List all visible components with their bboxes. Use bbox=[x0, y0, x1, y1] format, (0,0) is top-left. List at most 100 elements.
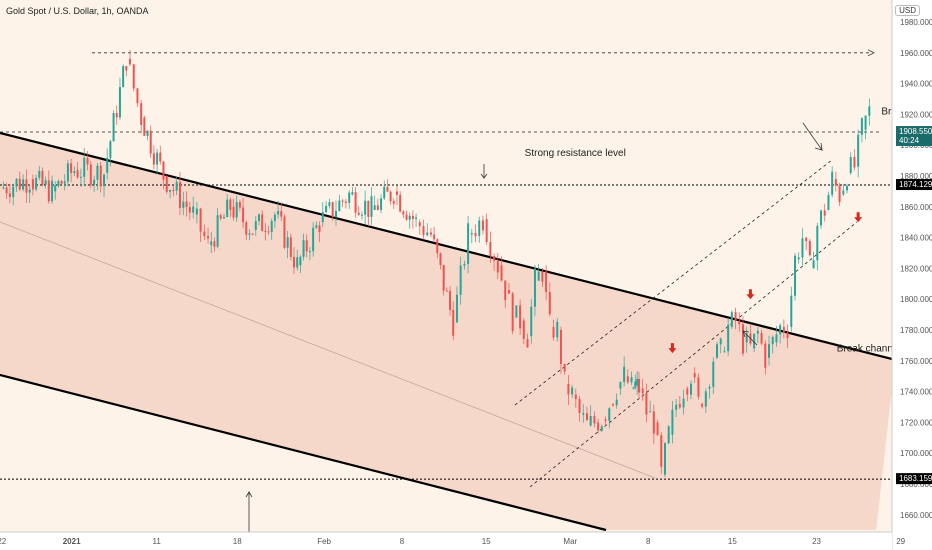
x-tick-label: 22 bbox=[0, 537, 7, 546]
rising-channel-top bbox=[514, 159, 833, 406]
candle-body bbox=[522, 320, 525, 340]
x-tick-label: Mar bbox=[563, 537, 577, 546]
candle-body bbox=[452, 309, 455, 336]
candle-body bbox=[386, 186, 389, 192]
candle-body bbox=[315, 225, 318, 228]
candle-body bbox=[89, 164, 92, 185]
candle-body bbox=[693, 373, 696, 378]
candle-body bbox=[229, 199, 232, 210]
candle-body bbox=[261, 214, 264, 231]
candle-body bbox=[805, 237, 808, 242]
candle-body bbox=[254, 221, 257, 230]
candle-body bbox=[574, 394, 577, 400]
candle-body bbox=[426, 232, 429, 236]
y-tick-label: 1980.000 bbox=[900, 18, 932, 27]
candle-body bbox=[730, 312, 733, 327]
candle-body bbox=[697, 377, 700, 397]
candle-body bbox=[786, 332, 789, 339]
candle-body bbox=[493, 255, 496, 261]
candle-body bbox=[370, 196, 373, 217]
candle-body bbox=[459, 265, 462, 295]
candle-body bbox=[519, 305, 522, 329]
candle-body bbox=[73, 171, 76, 174]
candle-body bbox=[760, 333, 763, 344]
y-tick-label: 1800.000 bbox=[900, 295, 932, 304]
candle-body bbox=[764, 343, 767, 368]
y-tick-label: 1860.000 bbox=[900, 203, 932, 212]
candle-body bbox=[235, 202, 238, 218]
currency-badge[interactable]: USD bbox=[895, 5, 920, 16]
x-tick-label: 2021 bbox=[63, 537, 81, 546]
candle-body bbox=[571, 387, 574, 395]
candle-body bbox=[308, 251, 311, 253]
candle-body bbox=[57, 181, 60, 186]
candle-body bbox=[222, 217, 225, 219]
candle-body bbox=[175, 181, 178, 191]
candle-body bbox=[600, 426, 603, 431]
candle-body bbox=[312, 227, 315, 252]
candle-body bbox=[734, 312, 737, 321]
candle-body bbox=[321, 212, 324, 223]
candle-body bbox=[515, 305, 518, 318]
candle-body bbox=[723, 351, 726, 353]
price-badge-countdown: 40:24 bbox=[899, 136, 920, 145]
candle-body bbox=[868, 106, 871, 116]
candle-body bbox=[704, 391, 707, 407]
candle-body bbox=[125, 66, 128, 71]
candle-body bbox=[54, 185, 57, 192]
candle-body bbox=[267, 231, 270, 233]
resistance-annotation: Strong resistance level bbox=[525, 148, 626, 159]
candle-body bbox=[442, 265, 445, 291]
candle-body bbox=[188, 207, 191, 213]
y-tick-label: 1820.000 bbox=[900, 264, 932, 273]
x-tick-label: 15 bbox=[482, 537, 491, 546]
candle-body bbox=[328, 202, 331, 206]
candle-body bbox=[325, 205, 328, 213]
candle-body bbox=[185, 201, 188, 208]
candle-body bbox=[634, 381, 637, 388]
annotation-pointer bbox=[480, 164, 488, 180]
channel-fill-mask bbox=[876, 388, 892, 532]
candle-body bbox=[129, 58, 132, 65]
candle-body bbox=[615, 399, 618, 406]
y-tick-label: 1960.000 bbox=[900, 49, 932, 58]
candle-body bbox=[526, 339, 529, 348]
candle-body bbox=[83, 157, 86, 177]
candle-body bbox=[585, 413, 588, 421]
candle-body bbox=[593, 415, 596, 424]
candle-body bbox=[47, 180, 50, 202]
candle-body bbox=[203, 231, 206, 237]
candle-body bbox=[455, 294, 458, 323]
candle-body bbox=[195, 208, 198, 215]
annotation-pointer bbox=[802, 122, 823, 151]
y-tick-label: 1660.000 bbox=[900, 511, 932, 520]
candle-body bbox=[626, 376, 629, 383]
candle-body bbox=[63, 181, 66, 184]
x-tick-label: Feb bbox=[317, 537, 331, 546]
candle-body bbox=[136, 88, 139, 104]
candle-body bbox=[823, 210, 826, 216]
candle-body bbox=[408, 215, 411, 220]
candle-body bbox=[213, 241, 216, 247]
candle-body bbox=[96, 165, 99, 180]
candle-body bbox=[831, 171, 834, 195]
candle-body bbox=[8, 193, 11, 197]
candle-body bbox=[44, 180, 47, 185]
candle-body bbox=[842, 190, 845, 195]
candle-body bbox=[159, 152, 162, 162]
candle-body bbox=[296, 257, 299, 268]
candle-body bbox=[169, 189, 172, 192]
candle-body bbox=[742, 324, 744, 354]
candle-body bbox=[219, 215, 222, 219]
candle-body bbox=[2, 187, 5, 189]
candle-body bbox=[232, 206, 235, 218]
x-tick-label: 18 bbox=[233, 537, 242, 546]
candle-body bbox=[834, 179, 837, 186]
candle-body bbox=[632, 387, 635, 389]
candle-body bbox=[118, 87, 121, 118]
candle-body bbox=[257, 214, 260, 222]
y-tick-label: 1920.000 bbox=[900, 110, 932, 119]
candle-body bbox=[745, 333, 748, 343]
